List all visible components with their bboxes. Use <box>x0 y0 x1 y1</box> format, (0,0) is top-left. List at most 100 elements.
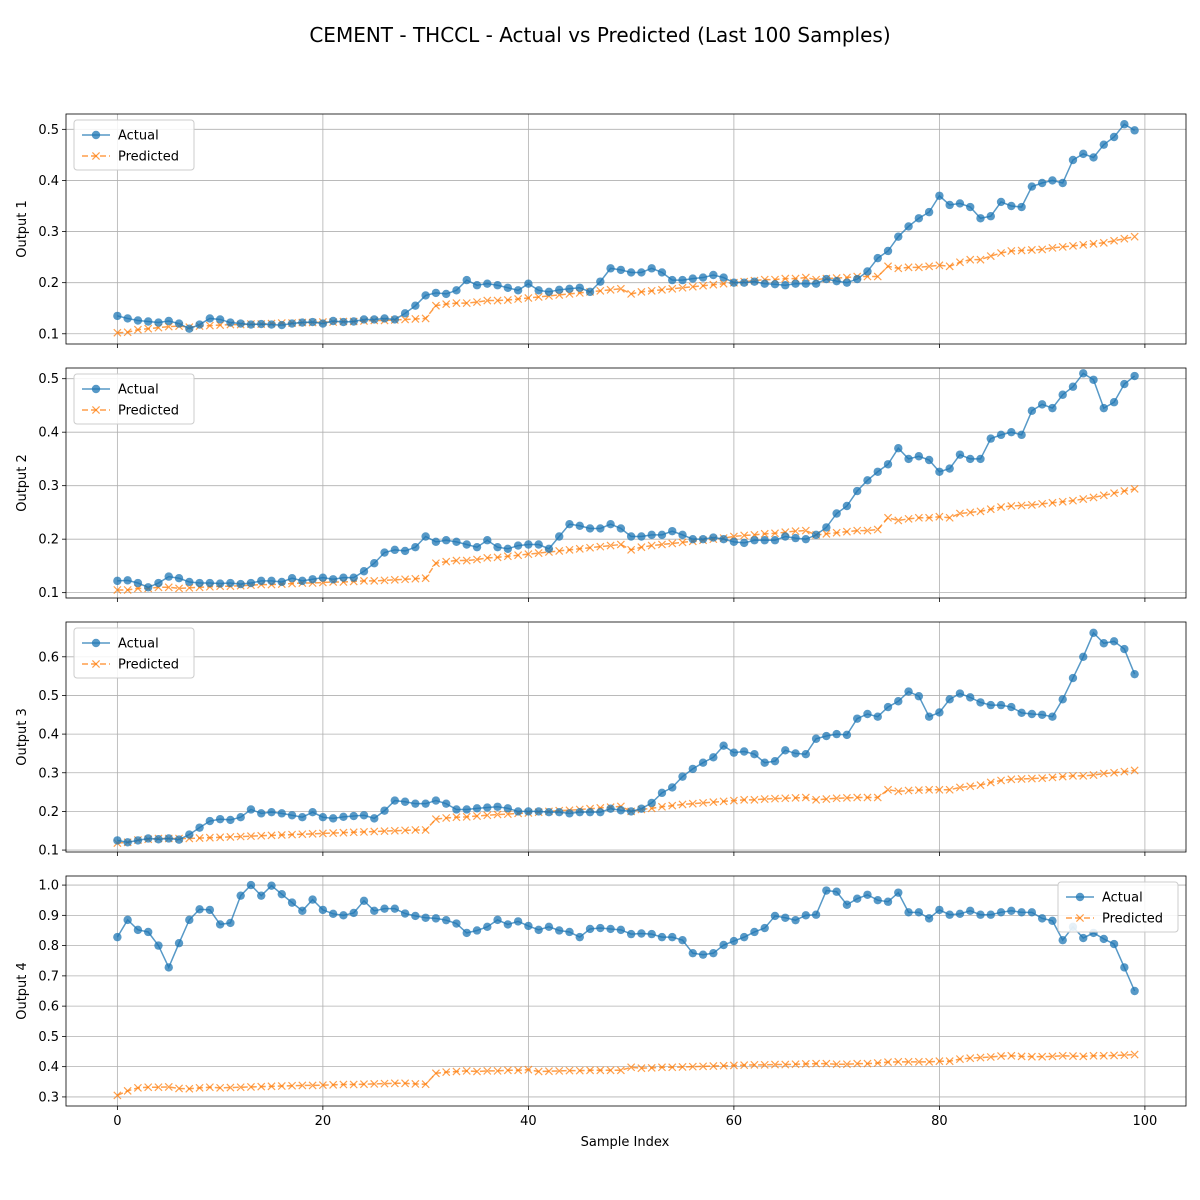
actual-point <box>534 807 543 816</box>
actual-point <box>431 288 441 298</box>
actual-point <box>719 534 728 544</box>
actual-point <box>236 319 245 328</box>
actual-point <box>257 576 266 586</box>
predicted-point <box>1017 501 1026 510</box>
actual-point <box>400 309 410 318</box>
actual-point <box>750 750 759 759</box>
actual-point <box>606 519 615 529</box>
predicted-point <box>1038 1052 1047 1061</box>
actual-point <box>924 712 934 721</box>
predicted-point <box>1048 498 1057 507</box>
predicted-point <box>791 793 800 802</box>
actual-point <box>616 524 626 533</box>
actual-point <box>709 533 718 542</box>
actual-series-line <box>117 631 1136 844</box>
predicted-point <box>719 1061 728 1070</box>
predicted-point <box>935 512 944 521</box>
predicted-point <box>565 545 574 554</box>
y-tick-label: 0.5 <box>38 1030 59 1045</box>
predicted-point <box>966 782 975 791</box>
actual-point <box>400 797 410 806</box>
actual-point <box>267 807 276 817</box>
actual-point <box>822 731 831 741</box>
actual-point <box>133 925 143 935</box>
actual-point <box>411 799 420 808</box>
predicted-point <box>308 1081 317 1090</box>
predicted-point <box>719 279 728 288</box>
predicted-point <box>452 813 461 822</box>
predicted-point <box>236 832 245 841</box>
actual-point <box>565 284 574 293</box>
predicted-point <box>873 525 882 534</box>
predicted-point <box>1130 484 1139 493</box>
predicted-series-line <box>117 488 1135 591</box>
actual-point <box>647 798 656 808</box>
actual-point <box>1048 403 1057 413</box>
predicted-point <box>349 828 358 837</box>
actual-point <box>1089 375 1098 384</box>
actual-point <box>894 888 903 897</box>
actual-point <box>462 540 471 549</box>
actual-point <box>411 542 420 552</box>
predicted-point <box>1017 246 1026 255</box>
predicted-point <box>246 832 255 841</box>
actual-point <box>945 695 954 704</box>
actual-point <box>626 807 636 816</box>
actual-point <box>1017 708 1026 718</box>
predicted-point <box>945 262 954 271</box>
actual-point <box>668 275 677 285</box>
predicted-point <box>750 1060 759 1069</box>
predicted-point <box>308 829 317 838</box>
actual-point <box>811 530 821 540</box>
actual-point <box>1120 120 1129 129</box>
actual-point <box>842 501 852 511</box>
actual-point <box>739 538 749 548</box>
predicted-point <box>1038 245 1047 254</box>
y-tick-label: 0.1 <box>38 586 59 601</box>
actual-point <box>113 932 122 942</box>
predicted-point <box>164 1082 173 1091</box>
predicted-point <box>904 514 913 523</box>
actual-point <box>719 741 728 750</box>
actual-point <box>647 530 656 540</box>
actual-point <box>483 922 492 932</box>
actual-point <box>452 537 461 547</box>
predicted-series-line <box>117 1053 1135 1097</box>
predicted-point <box>236 1083 245 1092</box>
actual-point <box>1089 153 1098 162</box>
actual-point <box>616 265 626 275</box>
actual-point <box>236 891 245 900</box>
predicted-point <box>740 1061 749 1070</box>
predicted-point <box>647 1063 656 1072</box>
actual-point <box>760 536 769 545</box>
actual-point <box>729 278 739 287</box>
actual-point <box>472 804 482 813</box>
predicted-point <box>883 262 893 271</box>
predicted-point <box>431 1069 440 1078</box>
actual-point <box>904 687 913 696</box>
actual-point <box>955 689 965 698</box>
actual-point <box>688 948 697 958</box>
actual-point <box>308 575 317 584</box>
predicted-point <box>1130 766 1139 775</box>
actual-point <box>1079 652 1088 661</box>
predicted-point <box>462 1066 471 1075</box>
actual-point <box>924 914 934 923</box>
actual-point <box>739 278 749 287</box>
actual-point <box>555 926 564 935</box>
actual-point <box>236 579 245 589</box>
predicted-point <box>1130 232 1139 241</box>
actual-point <box>966 202 975 212</box>
predicted-point <box>462 556 471 565</box>
actual-point <box>955 450 965 459</box>
actual-point <box>678 275 687 285</box>
actual-point <box>1058 695 1067 704</box>
predicted-point <box>359 576 369 585</box>
predicted-point <box>760 529 769 538</box>
predicted-point <box>678 538 687 547</box>
actual-point <box>452 286 461 295</box>
predicted-point <box>411 1079 420 1088</box>
predicted-point <box>1079 495 1088 504</box>
actual-point <box>883 246 893 256</box>
predicted-point <box>760 795 769 804</box>
